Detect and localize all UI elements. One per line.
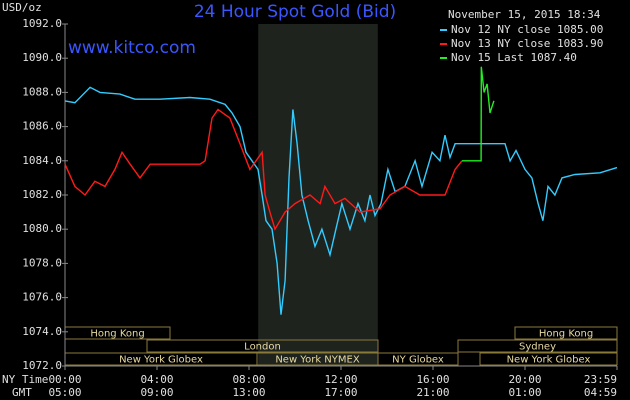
- x-tick-label-gmt: 13:00: [232, 386, 265, 399]
- price-line: [64, 86, 618, 315]
- legend-label: Nov 15 Last 1087.40: [451, 51, 577, 64]
- y-tick-label: 1092.0: [22, 17, 62, 30]
- session-label: Hong Kong: [539, 329, 593, 340]
- x-tick-label: 20:00: [508, 373, 541, 386]
- y-tick-label: 1086.0: [22, 120, 62, 133]
- x-tick-label: 00:00: [48, 373, 81, 386]
- subtitle: www.kitco.com: [68, 38, 196, 58]
- y-tick-label: 1088.0: [22, 85, 62, 98]
- legend-label: Nov 13 NY close 1083.90: [451, 37, 603, 50]
- session-shade: [258, 24, 378, 366]
- x-tick-label: 08:00: [232, 373, 265, 386]
- session-label: Sydney: [519, 342, 556, 353]
- y-tick-label: 1072.0: [22, 359, 62, 372]
- session-box: [377, 352, 459, 366]
- legend-label: Nov 12 NY close 1085.00: [451, 23, 603, 36]
- y-tick-label: 1084.0: [22, 154, 62, 167]
- chart-title: 24 Hour Spot Gold (Bid): [194, 2, 396, 22]
- y-tick-label: 1082.0: [22, 188, 62, 201]
- session-box: [479, 352, 618, 366]
- x-tick-label-gmt: 05:00: [48, 386, 81, 399]
- x-row-label: NY Time: [2, 373, 48, 386]
- y-tick-label: 1074.0: [22, 325, 62, 338]
- y-axis-label: USD/oz: [2, 1, 42, 14]
- x-tick-label: 12:00: [324, 373, 357, 386]
- y-tick-label: 1078.0: [22, 256, 62, 269]
- x-tick-label-gmt: 21:00: [416, 386, 449, 399]
- session-box: [146, 339, 379, 353]
- y-tick-label: 1076.0: [22, 291, 62, 304]
- x-tick-label: 04:00: [140, 373, 173, 386]
- session-box: [457, 339, 618, 353]
- x-tick-label: 16:00: [416, 373, 449, 386]
- session-label: Hong Kong: [90, 329, 144, 340]
- session-label: London: [244, 342, 281, 353]
- session-label: New York Globex: [507, 355, 591, 366]
- session-label: New York NYMEX: [275, 355, 360, 366]
- x-tick-label-gmt: 01:00: [508, 386, 541, 399]
- session-label: NY Globex: [392, 355, 444, 366]
- price-line: [462, 66, 495, 162]
- x-tick-label-gmt: 17:00: [324, 386, 357, 399]
- timestamp: November 15, 2015 18:34: [448, 8, 601, 21]
- y-tick-label: 1080.0: [22, 222, 62, 235]
- y-tick-label: 1090.0: [22, 51, 62, 64]
- session-box: [514, 326, 618, 340]
- x-tick-label-gmt: 09:00: [140, 386, 173, 399]
- session-label: New York Globex: [119, 355, 203, 366]
- x-row-label: GMT: [12, 386, 32, 399]
- x-tick-label-gmt: 04:59: [584, 386, 617, 399]
- price-line: [64, 108, 463, 231]
- x-tick-label: 23:59: [584, 373, 617, 386]
